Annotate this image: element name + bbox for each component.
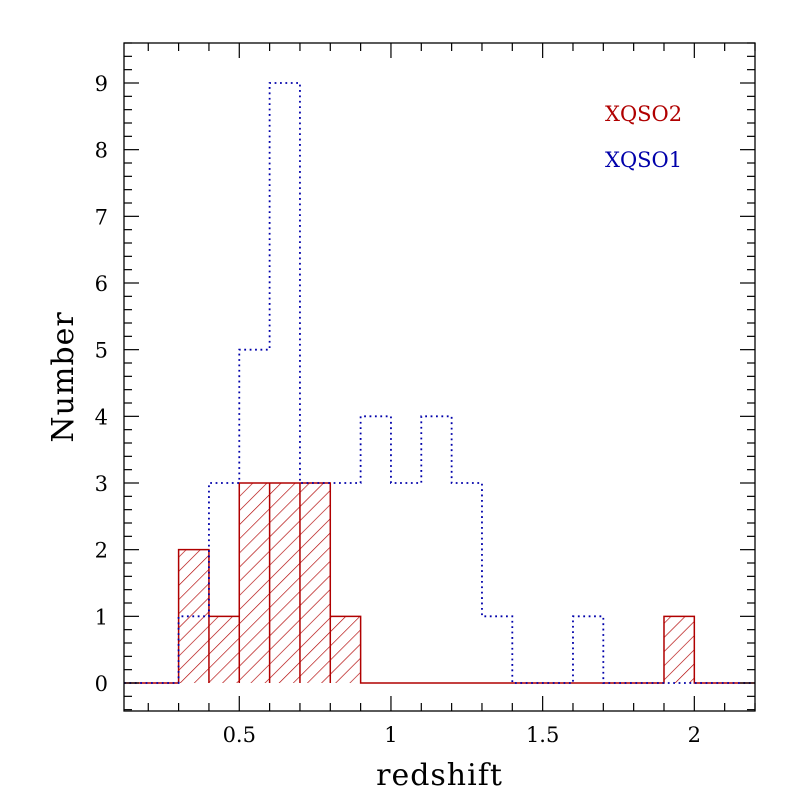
- y-tick-label: 8: [95, 139, 108, 163]
- xqso2-bar-0.7: [299, 483, 331, 683]
- x-tick-label: 1.5: [526, 723, 559, 747]
- xqso2-bar-0.8: [330, 616, 361, 683]
- y-axis-title: Number: [46, 311, 81, 442]
- y-tick-label: 2: [95, 539, 108, 563]
- y-tick-label: 3: [95, 472, 108, 496]
- x-tick-labels: 0.5 1 1.5 2: [223, 723, 701, 747]
- legend: XQSO2 XQSO1: [605, 102, 682, 172]
- plot-area: [124, 82, 755, 684]
- y-tick-label: 9: [95, 72, 108, 96]
- x-tick-label: 1: [384, 723, 397, 747]
- xqso2-bar-1.9: [663, 616, 695, 683]
- xqso2-bar-0.4: [208, 616, 240, 683]
- y-tick-label: 0: [95, 672, 108, 696]
- x-tick-label: 0.5: [223, 723, 256, 747]
- y-tick-labels: 0 1 2 3 4 5 6 7 8 9: [95, 72, 108, 696]
- plot-frame: [123, 42, 756, 712]
- legend-entry-xqso2: XQSO2: [605, 102, 682, 126]
- y-tick-label: 5: [95, 339, 108, 363]
- y-tick-label: 6: [95, 272, 108, 296]
- y-tick-label: 1: [95, 605, 108, 629]
- xqso2-bar-0.5: [239, 483, 270, 683]
- axis-ticks: [124, 42, 756, 711]
- x-tick-label: 2: [688, 723, 701, 747]
- y-tick-label: 4: [95, 405, 108, 429]
- xqso2-bar-0.6: [269, 483, 300, 683]
- y-tick-label: 7: [95, 205, 108, 229]
- x-axis-title: redshift: [376, 758, 503, 793]
- legend-entry-xqso1: XQSO1: [605, 148, 682, 172]
- xqso1-histogram-outline: [124, 82, 755, 684]
